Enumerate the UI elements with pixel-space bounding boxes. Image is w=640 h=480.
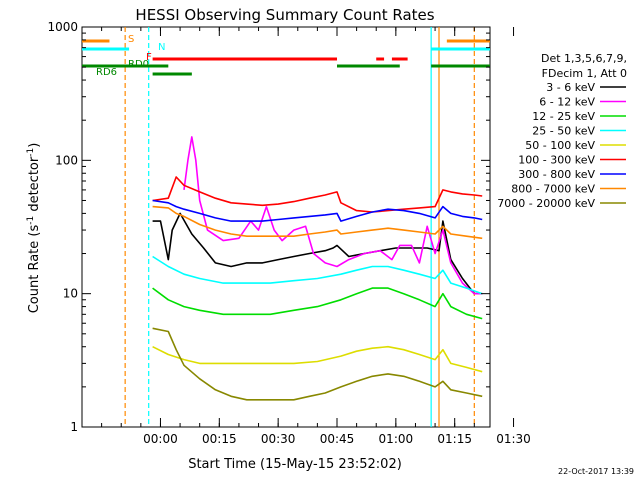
flag-label-f: F xyxy=(146,52,152,63)
y-tick-label-3: 1000 xyxy=(47,20,78,34)
y-label-sup2: -1 xyxy=(26,148,36,157)
y-label-mid: detector xyxy=(27,156,42,216)
legend-label-25-50-kev: 25 - 50 keV xyxy=(532,125,595,138)
plot-frame xyxy=(81,26,491,428)
series-line-25-50-kev xyxy=(152,255,483,295)
legend-label-3-6-kev: 3 - 6 keV xyxy=(546,81,595,94)
series-line-12-25-kev xyxy=(152,287,483,320)
y-tick-label-2: 100 xyxy=(55,153,78,167)
series-line-300-800-kev xyxy=(152,199,483,222)
legend: Det 1,3,5,6,7,9, FDecim 1, Att 0 3 - 6 k… xyxy=(497,52,627,210)
series-line-7000-20000-kev xyxy=(152,327,483,401)
chart-title: HESSI Observing Summary Count Rates xyxy=(135,6,434,24)
x-tick-label-0: 00:00 xyxy=(143,432,178,446)
series-line-100-300-kev xyxy=(152,176,483,213)
x-tick-label-2: 00:30 xyxy=(261,432,296,446)
legend-label-6-12-kev: 6 - 12 keV xyxy=(539,96,595,109)
timestamp: 22-Oct-2017 13:39 xyxy=(558,467,634,476)
x-tick-label-1: 00:15 xyxy=(202,432,237,446)
series-line-800-7000-kev xyxy=(152,205,483,240)
legend-label-300-800-kev: 300 - 800 keV xyxy=(518,168,595,181)
legend-label-12-25-kev: 12 - 25 keV xyxy=(532,110,595,123)
legend-header-line-2: FDecim 1, Att 0 xyxy=(542,67,627,80)
x-tick-label-5: 01:15 xyxy=(437,432,472,446)
y-label-sup1: -1 xyxy=(26,216,36,225)
flag-label-rd6: RD6 xyxy=(96,67,117,78)
legend-label-50-100-kev: 50 - 100 keV xyxy=(525,139,595,152)
x-tick-label-4: 01:00 xyxy=(379,432,414,446)
y-tick-label-0: 1 xyxy=(70,420,78,434)
series-line-3-6-kev xyxy=(152,212,483,295)
flag-label-rd0: RD0 xyxy=(128,59,149,70)
flag-label-s: S xyxy=(128,34,134,45)
y-label-main: Count Rate (s xyxy=(27,225,42,314)
flag-label-n: N xyxy=(158,42,165,53)
legend-label-7000-20000-kev: 7000 - 20000 keV xyxy=(497,197,595,210)
legend-label-800-7000-kev: 800 - 7000 keV xyxy=(511,183,595,196)
series-line-50-100-kev xyxy=(152,345,483,373)
series-line-6-12-kev xyxy=(183,136,483,295)
x-tick-label-3: 00:45 xyxy=(320,432,355,446)
legend-header-line-1: Det 1,3,5,6,7,9, xyxy=(541,52,627,65)
legend-label-100-300-kev: 100 - 300 keV xyxy=(518,154,595,167)
x-axis-label: Start Time (15-May-15 23:52:02) xyxy=(188,457,402,472)
x-tick-label-6: 01:30 xyxy=(496,432,531,446)
y-tick-label-1: 10 xyxy=(63,287,78,301)
y-axis-label: Count Rate (s-1 detector-1) xyxy=(26,143,42,314)
y-label-end: ) xyxy=(27,143,42,148)
